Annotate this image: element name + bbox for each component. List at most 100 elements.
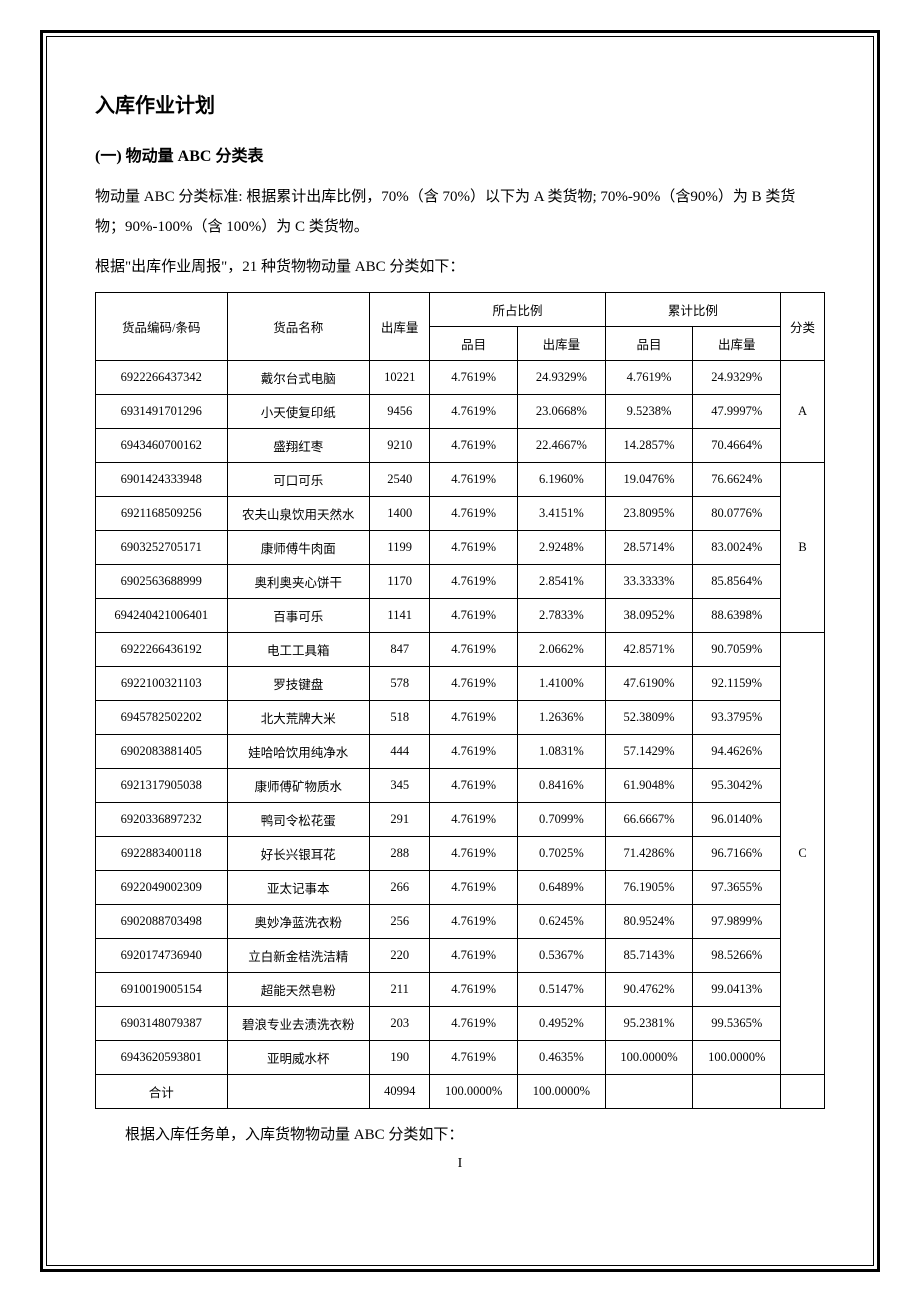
cell-out-pct: 2.0662%: [518, 633, 606, 667]
cell-name: 北大荒牌大米: [227, 701, 370, 735]
cell-total-cum-item: [605, 1075, 693, 1109]
cell-cum-item: 52.3809%: [605, 701, 693, 735]
cell-name: 奥利奥夹心饼干: [227, 565, 370, 599]
cell-cum-out: 93.3795%: [693, 701, 781, 735]
cell-out: 291: [370, 803, 430, 837]
total-row: 合计40994100.0000%100.0000%: [96, 1075, 825, 1109]
cell-cum-item: 57.1429%: [605, 735, 693, 769]
cell-name: 康师傅矿物质水: [227, 769, 370, 803]
table-row: 6920336897232鸭司令松花蛋2914.7619%0.7099%66.6…: [96, 803, 825, 837]
table-row: 6922266436192电工工具箱8474.7619%2.0662%42.85…: [96, 633, 825, 667]
header-share-item: 品目: [430, 327, 518, 361]
cell-out-pct: 6.1960%: [518, 463, 606, 497]
cell-out: 203: [370, 1007, 430, 1041]
cell-name: 亚太记事本: [227, 871, 370, 905]
cell-item-pct: 4.7619%: [430, 395, 518, 429]
cell-item-pct: 4.7619%: [430, 803, 518, 837]
cell-total-item-pct: 100.0000%: [430, 1075, 518, 1109]
cell-out-pct: 2.8541%: [518, 565, 606, 599]
cell-name: 康师傅牛肉面: [227, 531, 370, 565]
cell-name: 可口可乐: [227, 463, 370, 497]
cell-name: 罗技键盘: [227, 667, 370, 701]
cell-code: 6902083881405: [96, 735, 228, 769]
cell-name: 百事可乐: [227, 599, 370, 633]
table-row: 6922049002309亚太记事本2664.7619%0.6489%76.19…: [96, 871, 825, 905]
cell-item-pct: 4.7619%: [430, 769, 518, 803]
cell-cum-out: 100.0000%: [693, 1041, 781, 1075]
cell-cum-item: 4.7619%: [605, 361, 693, 395]
table-row: 6931491701296小天使复印纸94564.7619%23.0668%9.…: [96, 395, 825, 429]
cell-out-pct: 0.5367%: [518, 939, 606, 973]
cell-cum-out: 95.3042%: [693, 769, 781, 803]
cell-item-pct: 4.7619%: [430, 1041, 518, 1075]
cell-name: 电工工具箱: [227, 633, 370, 667]
cell-out: 1199: [370, 531, 430, 565]
cell-item-pct: 4.7619%: [430, 667, 518, 701]
table-row: 6902083881405娃哈哈饮用纯净水4444.7619%1.0831%57…: [96, 735, 825, 769]
cell-name: 立白新金桔洗洁精: [227, 939, 370, 973]
table-row: 6901424333948可口可乐25404.7619%6.1960%19.04…: [96, 463, 825, 497]
cell-out-pct: 1.4100%: [518, 667, 606, 701]
cell-cum-item: 28.5714%: [605, 531, 693, 565]
cell-out-pct: 0.6245%: [518, 905, 606, 939]
table-row: 6921317905038康师傅矿物质水3454.7619%0.8416%61.…: [96, 769, 825, 803]
cell-code: 6943460700162: [96, 429, 228, 463]
cell-cum-out: 96.0140%: [693, 803, 781, 837]
cell-out: 345: [370, 769, 430, 803]
cell-cum-item: 80.9524%: [605, 905, 693, 939]
paragraph-intro: 根据"出库作业周报"，21 种货物物动量 ABC 分类如下：: [95, 252, 825, 282]
cell-cum-item: 19.0476%: [605, 463, 693, 497]
cell-item-pct: 4.7619%: [430, 701, 518, 735]
table-row: 6921168509256农夫山泉饮用天然水14004.7619%3.4151%…: [96, 497, 825, 531]
cell-code: 6901424333948: [96, 463, 228, 497]
header-category: 分类: [781, 293, 825, 361]
cell-cum-out: 94.4626%: [693, 735, 781, 769]
cell-cum-out: 98.5266%: [693, 939, 781, 973]
cell-out-pct: 1.2636%: [518, 701, 606, 735]
cell-cum-out: 85.8564%: [693, 565, 781, 599]
cell-total-cat: [781, 1075, 825, 1109]
cell-out-pct: 0.8416%: [518, 769, 606, 803]
header-cumulative: 累计比例: [605, 293, 780, 327]
cell-cum-out: 97.3655%: [693, 871, 781, 905]
cell-out-pct: 0.6489%: [518, 871, 606, 905]
cell-code: 6920336897232: [96, 803, 228, 837]
cell-cum-out: 80.0776%: [693, 497, 781, 531]
table-row: 6943460700162盛翔红枣92104.7619%22.4667%14.2…: [96, 429, 825, 463]
cell-name: 戴尔台式电脑: [227, 361, 370, 395]
cell-code: 6943620593801: [96, 1041, 228, 1075]
cell-out: 1400: [370, 497, 430, 531]
cell-code: 6922049002309: [96, 871, 228, 905]
cell-out: 190: [370, 1041, 430, 1075]
cell-cum-out: 97.9899%: [693, 905, 781, 939]
section-subtitle: (一) 物动量 ABC 分类表: [95, 142, 825, 166]
cell-total-out: 40994: [370, 1075, 430, 1109]
cell-out-pct: 0.7025%: [518, 837, 606, 871]
cell-code: 6945782502202: [96, 701, 228, 735]
header-code: 货品编码/条码: [96, 293, 228, 361]
table-row: 6910019005154超能天然皂粉2114.7619%0.5147%90.4…: [96, 973, 825, 1007]
cell-code: 6902563688999: [96, 565, 228, 599]
cell-item-pct: 4.7619%: [430, 837, 518, 871]
table-row: 6943620593801亚明威水杯1904.7619%0.4635%100.0…: [96, 1041, 825, 1075]
cell-out: 220: [370, 939, 430, 973]
header-out: 出库量: [370, 293, 430, 361]
cell-cum-item: 9.5238%: [605, 395, 693, 429]
header-row-1: 货品编码/条码 货品名称 出库量 所占比例 累计比例 分类: [96, 293, 825, 327]
cell-out-pct: 0.7099%: [518, 803, 606, 837]
header-cum-item: 品目: [605, 327, 693, 361]
cell-cum-item: 66.6667%: [605, 803, 693, 837]
cell-cum-item: 14.2857%: [605, 429, 693, 463]
cell-code: 6902088703498: [96, 905, 228, 939]
cell-cum-out: 90.7059%: [693, 633, 781, 667]
cell-category: A: [781, 361, 825, 463]
cell-cum-out: 99.0413%: [693, 973, 781, 1007]
cell-out-pct: 24.9329%: [518, 361, 606, 395]
cell-item-pct: 4.7619%: [430, 531, 518, 565]
cell-item-pct: 4.7619%: [430, 463, 518, 497]
cell-item-pct: 4.7619%: [430, 939, 518, 973]
cell-cum-out: 70.4664%: [693, 429, 781, 463]
cell-cum-item: 23.8095%: [605, 497, 693, 531]
cell-cum-out: 83.0024%: [693, 531, 781, 565]
cell-item-pct: 4.7619%: [430, 633, 518, 667]
